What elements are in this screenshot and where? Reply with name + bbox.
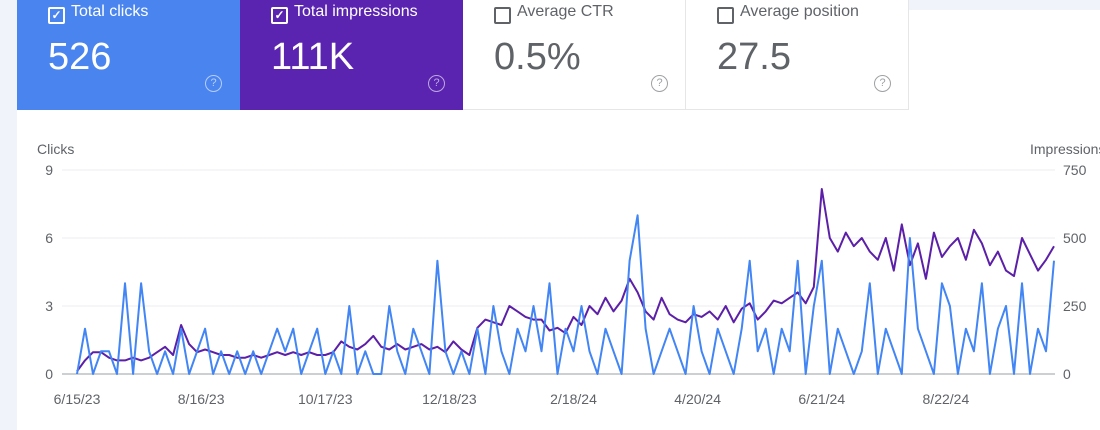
left-tick-label: 3 — [45, 298, 53, 314]
x-tick-label: 6/21/24 — [798, 391, 845, 407]
metric-card-average-ctr[interactable]: Average CTR 0.5% ? — [463, 0, 686, 110]
checkbox-unchecked-icon[interactable] — [494, 7, 511, 24]
series-line-clicks — [76, 214, 1055, 375]
x-tick-label: 6/15/23 — [54, 391, 101, 407]
left-axis-label: Clicks — [37, 141, 74, 157]
question-circle-icon[interactable]: ? — [651, 75, 668, 92]
metric-value: 0.5% — [494, 36, 581, 78]
left-tick-label: 6 — [45, 230, 53, 246]
x-tick-label: 8/22/24 — [923, 391, 970, 407]
left-tick-label: 0 — [45, 366, 53, 382]
right-tick-label: 0 — [1063, 366, 1071, 382]
question-circle-icon[interactable]: ? — [428, 75, 445, 92]
metric-card-total-clicks[interactable]: ✓ Total clicks 526 ? — [17, 0, 240, 110]
question-circle-icon[interactable]: ? — [205, 75, 222, 92]
checkbox-checked-icon[interactable]: ✓ — [48, 7, 65, 24]
metric-label: Average position — [740, 3, 859, 20]
metric-value: 111K — [271, 36, 355, 78]
left-tick-label: 9 — [45, 162, 53, 178]
right-tick-label: 750 — [1063, 162, 1087, 178]
x-tick-label: 8/16/23 — [178, 391, 225, 407]
performance-chart: Clicks Impressions 0 0 3 250 6 500 9 750 6/15/23… — [37, 141, 1100, 407]
checkbox-unchecked-icon[interactable] — [717, 7, 734, 24]
metric-card-total-impressions[interactable]: ✓ Total impressions 111K ? — [240, 0, 463, 110]
metric-value: 526 — [48, 36, 112, 78]
right-tick-label: 500 — [1063, 230, 1087, 246]
x-tick-label: 12/18/23 — [422, 391, 477, 407]
metric-label: Average CTR — [517, 3, 614, 20]
metric-label: Total clicks — [71, 3, 149, 20]
right-axis-label: Impressions — [1030, 141, 1100, 157]
metric-card-average-position[interactable]: Average position 27.5 ? — [686, 0, 909, 110]
metric-label: Total impressions — [294, 3, 418, 20]
question-circle-icon[interactable]: ? — [874, 75, 891, 92]
checkbox-checked-icon[interactable]: ✓ — [271, 7, 288, 24]
x-tick-label: 2/18/24 — [550, 391, 597, 407]
right-tick-label: 250 — [1063, 298, 1087, 314]
metric-value: 27.5 — [717, 36, 791, 78]
x-tick-label: 4/20/24 — [674, 391, 721, 407]
x-tick-label: 10/17/23 — [298, 391, 353, 407]
metric-cards: ✓ Total clicks 526 ? ✓ Total impressions… — [17, 0, 909, 110]
